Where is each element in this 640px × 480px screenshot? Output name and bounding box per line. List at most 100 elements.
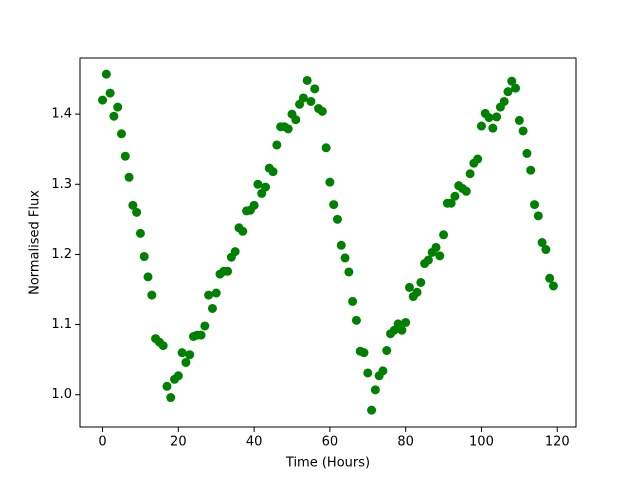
y-tick-label: 1.1	[51, 317, 72, 332]
point	[207, 303, 217, 313]
point	[298, 93, 308, 103]
point	[435, 251, 445, 261]
point	[378, 366, 388, 376]
point	[367, 405, 377, 415]
point	[113, 102, 123, 112]
y-tick-label: 1.4	[51, 107, 72, 122]
point	[412, 287, 422, 297]
point	[268, 167, 278, 177]
point	[348, 296, 358, 306]
point	[548, 281, 558, 291]
point	[143, 272, 153, 282]
point	[537, 238, 547, 247]
point	[135, 228, 145, 238]
point	[404, 282, 414, 292]
point	[503, 87, 513, 97]
point	[431, 242, 441, 252]
point	[162, 381, 172, 391]
x-tick-label: 80	[397, 435, 414, 450]
point	[101, 69, 111, 79]
point	[128, 200, 138, 210]
point	[185, 350, 195, 360]
point	[177, 348, 187, 358]
point	[109, 111, 119, 121]
point	[530, 200, 540, 210]
point	[200, 321, 210, 331]
point	[344, 267, 354, 277]
point	[196, 330, 206, 340]
point	[181, 357, 191, 367]
x-tick-label: 20	[170, 435, 187, 450]
point	[120, 151, 130, 161]
x-tick-label: 0	[98, 435, 106, 450]
point	[499, 96, 509, 106]
point	[211, 288, 221, 298]
point	[329, 200, 339, 210]
point	[105, 88, 115, 98]
point	[272, 140, 282, 150]
point	[488, 123, 498, 133]
point	[166, 393, 176, 403]
point	[336, 240, 346, 250]
x-tick-label: 120	[545, 435, 570, 450]
point	[317, 106, 327, 116]
point	[147, 290, 157, 300]
point	[306, 96, 316, 106]
point	[446, 198, 456, 208]
point	[173, 371, 183, 381]
point	[158, 341, 168, 351]
point	[230, 247, 240, 257]
point	[397, 325, 407, 335]
point	[382, 346, 392, 356]
point	[439, 230, 449, 240]
point	[321, 143, 331, 153]
y-tick-label: 1.0	[51, 387, 72, 402]
point	[132, 207, 142, 217]
point	[302, 75, 312, 85]
point	[541, 245, 551, 255]
point	[545, 273, 555, 283]
point	[484, 113, 494, 123]
point	[253, 179, 263, 189]
point	[473, 154, 483, 164]
point	[401, 317, 411, 327]
x-tick-label: 40	[246, 435, 263, 450]
point	[249, 200, 259, 210]
point	[238, 226, 248, 236]
point	[223, 266, 233, 276]
point	[423, 255, 433, 265]
point	[492, 112, 502, 122]
point	[461, 186, 471, 196]
point	[465, 169, 475, 179]
point	[340, 253, 350, 263]
point	[351, 315, 361, 325]
point	[511, 83, 521, 93]
point	[260, 182, 270, 192]
point	[359, 348, 369, 358]
point	[325, 177, 335, 187]
point	[370, 385, 380, 395]
point	[139, 252, 149, 262]
point	[283, 124, 293, 134]
point	[507, 76, 517, 86]
point	[526, 165, 536, 175]
point	[310, 84, 320, 94]
point	[98, 95, 108, 105]
y-tick-label: 1.2	[51, 247, 72, 262]
x-tick-label: 100	[469, 435, 494, 450]
point	[116, 129, 126, 139]
point	[476, 121, 486, 131]
point	[332, 214, 342, 224]
point	[124, 172, 134, 182]
point	[363, 368, 373, 378]
point	[533, 211, 543, 221]
point	[450, 191, 460, 201]
point	[514, 115, 524, 125]
point	[291, 115, 301, 125]
y-tick-label: 1.3	[51, 177, 72, 192]
y-axis-label: Normalised Flux	[28, 190, 43, 295]
x-tick-label: 60	[322, 435, 339, 450]
point	[416, 277, 426, 287]
